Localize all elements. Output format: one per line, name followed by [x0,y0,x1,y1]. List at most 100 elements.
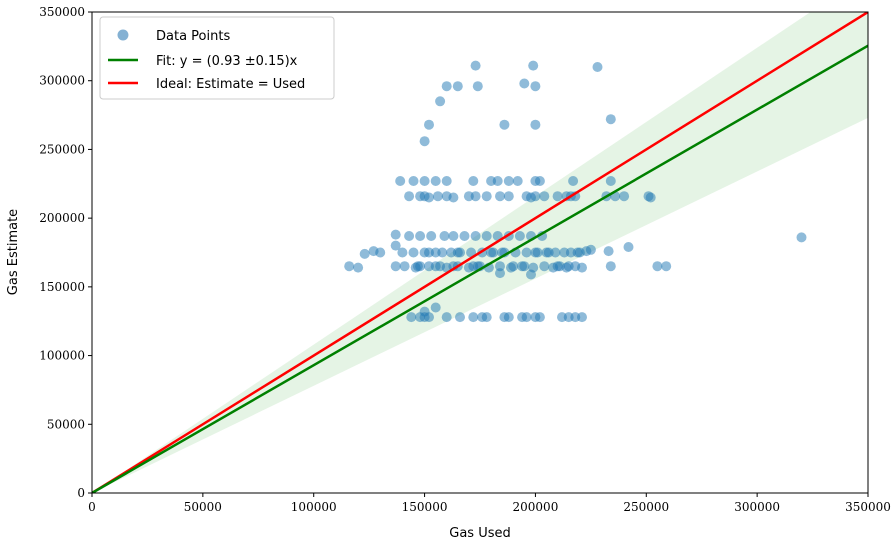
y-tick-label: 50000 [47,417,85,431]
x-tick-label: 350000 [845,500,891,514]
data-point [652,261,663,272]
legend: Data Points Fit: y = (0.93 ±0.15)x Ideal… [99,16,335,100]
data-point [397,247,408,258]
data-point [390,229,401,240]
data-point [375,247,386,258]
data-point [623,242,634,252]
data-point [419,306,430,317]
data-point [432,191,443,202]
data-point [441,312,452,323]
data-point [441,176,452,186]
legend-frame [99,16,335,100]
x-tick-label: 0 [88,500,96,514]
legend-marker-data-points [117,29,129,41]
data-point [530,247,541,258]
data-point [472,81,483,92]
data-point [619,191,630,202]
data-point [430,176,441,186]
ideal-line [92,12,868,493]
data-point [552,191,563,202]
x-tick-label: 150000 [402,500,448,514]
data-point [552,261,563,272]
data-point [605,261,616,272]
data-point [534,176,545,186]
data-point [415,231,426,241]
data-point [605,114,616,125]
data-point [539,191,550,202]
data-point [577,312,587,323]
data-point [577,262,587,273]
data-point [508,261,519,272]
data-point [441,81,452,92]
data-point [419,136,430,147]
plot-area [92,12,868,493]
data-point [645,192,656,203]
x-tick-label: 200000 [513,500,559,514]
data-point [459,231,470,241]
data-point [521,312,532,323]
data-point [492,176,503,186]
data-point [435,96,446,107]
data-point [408,176,419,186]
data-point [503,312,514,323]
data-point [530,119,541,130]
x-tick-label: 100000 [291,500,337,514]
data-point [344,261,355,272]
data-point [519,78,530,89]
data-point [408,247,419,258]
data-point [415,261,426,272]
axes: 0 50000 100000 150000 200000 250000 300000 3500… [39,5,891,514]
data-point [563,261,574,272]
y-tick-label: 200000 [39,211,85,225]
data-point [468,176,479,186]
data-point [481,231,492,241]
data-point [390,261,401,272]
y-tick-label: 300000 [39,74,85,88]
data-point [486,247,497,258]
data-point [512,176,523,186]
data-point [395,176,406,186]
data-point [481,191,492,202]
data-point [359,248,370,259]
data-point [390,240,401,251]
data-point [470,60,481,71]
data-point [424,119,434,130]
data-point [406,312,417,323]
data-point [419,176,430,186]
data-point [499,119,510,130]
data-point [404,231,415,241]
plot-frame [91,11,869,494]
data-point [448,192,459,203]
data-point [530,191,541,202]
data-point [519,261,530,272]
legend-label-ideal: Ideal: Estimate = Used [156,77,305,92]
data-point [568,176,579,186]
x-tick-label: 250000 [623,500,669,514]
data-point [526,269,536,280]
data-point [426,231,437,241]
data-point [574,247,585,258]
data-point [399,261,410,272]
x-tick-label: 50000 [184,500,222,514]
y-tick-label: 100000 [39,349,85,363]
data-point [539,261,550,272]
data-point [468,312,479,323]
data-point [439,231,450,241]
data-point [528,60,539,71]
data-point [603,246,614,257]
data-point [424,247,434,258]
y-axis-label: Gas Estimate [6,209,21,295]
legend-label-data-points: Data Points [156,29,230,44]
data-point [404,191,415,202]
data-point [495,268,505,279]
data-point [534,312,545,323]
fit-line [92,44,868,493]
data-point [503,176,514,186]
y-tick-label: 250000 [39,142,85,156]
data-point [455,312,465,323]
data-point [492,231,503,241]
x-axis-label: Gas Used [449,526,510,541]
y-tick-label: 150000 [39,280,85,294]
data-point [437,247,448,258]
